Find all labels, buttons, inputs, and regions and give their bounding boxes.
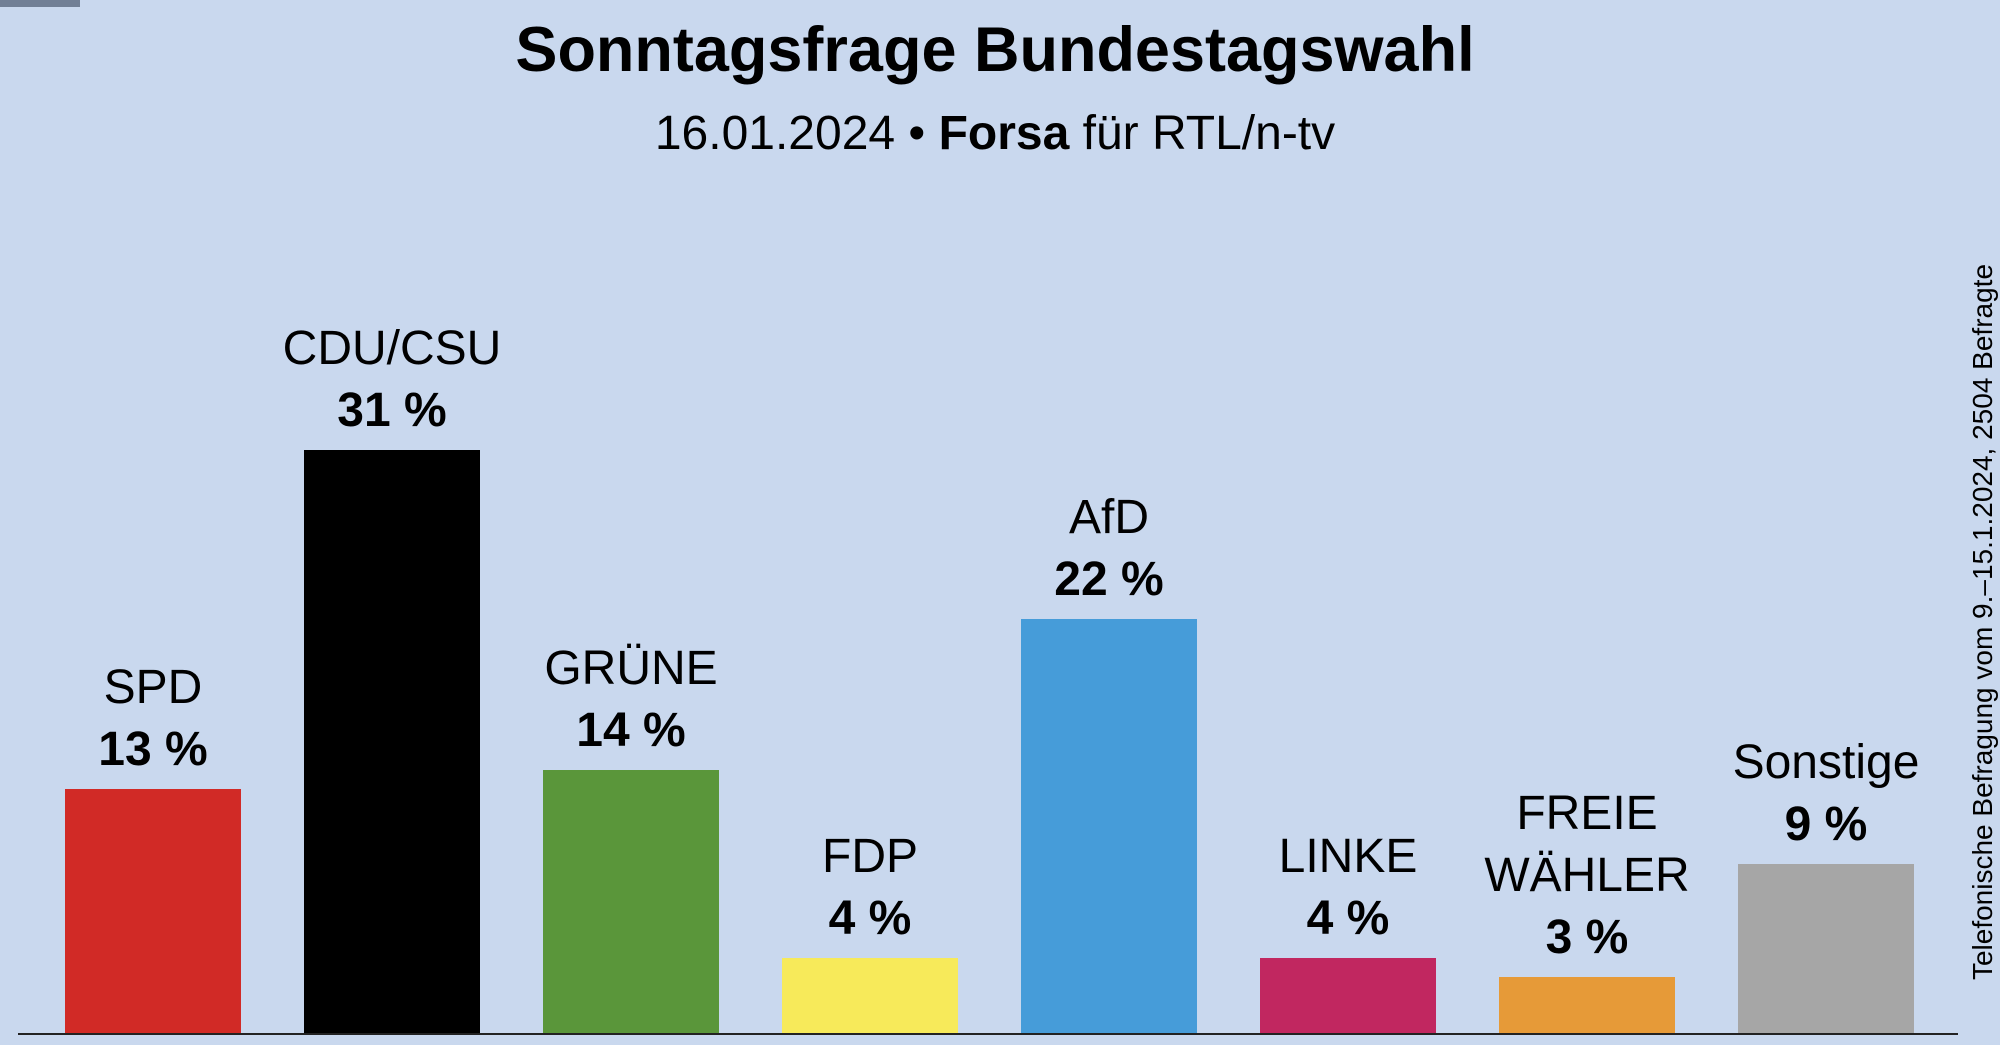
subtitle-source: Forsa: [938, 107, 1070, 160]
category-label: SPD: [103, 660, 203, 714]
category-label: LINKE: [1278, 829, 1418, 883]
chart-title: Sonntagsfrage Bundestagswahl: [515, 15, 1475, 85]
bar-label: SPD 13 %: [3, 657, 303, 781]
bar-linke: [1260, 957, 1436, 1033]
bar-sonstige: [1738, 863, 1914, 1033]
value-label: 4 %: [828, 891, 912, 945]
subtitle-client: für RTL/n-tv: [1082, 107, 1336, 160]
bar-fdp: [782, 957, 958, 1033]
bar-label: Sonstige 9 %: [1676, 732, 1976, 856]
value-label: 13 %: [98, 722, 208, 776]
category-label: AfD: [1068, 491, 1149, 545]
value-label: 3 %: [1545, 910, 1629, 964]
bar-label: FDP 4 %: [720, 826, 1020, 950]
bar-cdu-csu: [304, 450, 480, 1033]
category-label: CDU/CSU: [282, 322, 502, 376]
bar-label: CDU/CSU 31 %: [242, 318, 542, 442]
category-label: WÄHLER: [1484, 848, 1690, 902]
chart-subtitle: 16.01.2024 • Forsa für RTL/n-tv: [0, 106, 1990, 161]
bar-label: GRÜNE 14 %: [481, 638, 781, 762]
bar-label: AfD 22 %: [959, 487, 1259, 611]
value-label: 14 %: [576, 703, 686, 757]
survey-note: Telefonische Befragung vom 9.–15.1.2024,…: [1967, 263, 1998, 981]
x-axis-line: [18, 1033, 1958, 1035]
category-label: GRÜNE: [544, 641, 718, 695]
value-label: 9 %: [1784, 797, 1868, 851]
corner-tab: [0, 0, 80, 7]
category-label: FREIE: [1516, 786, 1658, 840]
bar-spd: [65, 788, 241, 1033]
bar-freie-wähler: [1499, 976, 1675, 1033]
subtitle-date: 16.01.2024 •: [654, 107, 926, 160]
value-label: 4 %: [1306, 891, 1390, 945]
bar-label: FREIE WÄHLER 3 %: [1437, 783, 1737, 969]
bar-afd: [1021, 619, 1197, 1033]
category-label: FDP: [822, 829, 918, 883]
category-label: Sonstige: [1732, 735, 1920, 789]
bar-grüne: [543, 769, 719, 1033]
value-label: 31 %: [337, 384, 447, 438]
bar-label: LINKE 4 %: [1198, 826, 1498, 950]
value-label: 22 %: [1054, 553, 1164, 607]
